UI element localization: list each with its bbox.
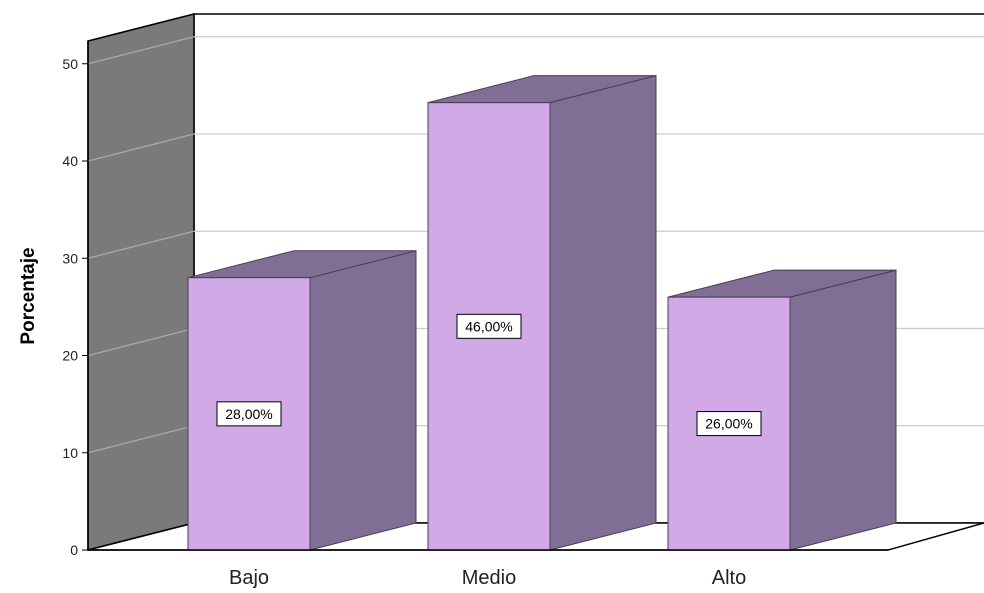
side-grid-line (87, 327, 195, 357)
y-axis: 0 10 20 30 40 50 (62, 41, 89, 558)
side-wall (87, 13, 195, 551)
y-tick-label: 20 (62, 348, 78, 364)
x-axis: Bajo Medio Alto (88, 549, 888, 589)
y-tick-label: 30 (62, 250, 78, 266)
data-label-box (696, 411, 762, 437)
y-axis-title: Porcentaje (18, 247, 39, 344)
y-tick-label: 10 (62, 445, 78, 461)
data-label: 28,00% (225, 406, 272, 422)
data-label: 26,00% (705, 416, 752, 432)
y-tick-label: 0 (70, 542, 78, 558)
side-grid-line (87, 425, 195, 454)
y-tick-label: 50 (62, 56, 78, 72)
data-label: 46,00% (465, 318, 512, 334)
bar-side (789, 269, 897, 551)
x-tick-label: Medio (462, 567, 516, 588)
x-tick-label: Alto (712, 567, 746, 588)
x-tick-label: Bajo (229, 567, 269, 588)
data-labels: 28,00% 46,00% 26,00% (216, 313, 762, 437)
bar-side (549, 75, 657, 551)
bar-side (309, 250, 417, 551)
data-label-box (456, 313, 522, 339)
data-label-box (216, 401, 282, 427)
side-grid-line (87, 230, 195, 259)
y-tick-label: 40 (62, 153, 78, 169)
side-grid-line (87, 133, 195, 162)
side-grid-line (87, 36, 195, 65)
